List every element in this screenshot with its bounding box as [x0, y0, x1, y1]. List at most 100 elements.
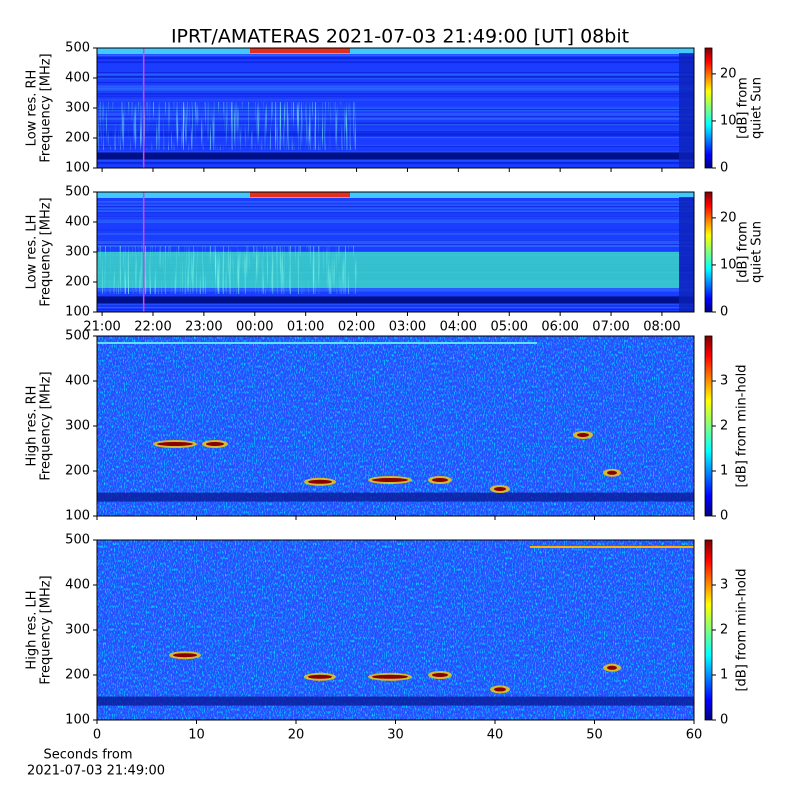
spectrum-hot [250, 48, 350, 53]
panel [97, 48, 694, 168]
burst-core [372, 478, 408, 482]
spectrum-streaks [97, 246, 357, 294]
spectrum-stripe [97, 122, 694, 125]
spectrum-stripe [97, 201, 694, 203]
burst-core [206, 442, 224, 446]
spectrum-stripe [97, 123, 694, 126]
spectrum-stripe [97, 144, 694, 146]
spectrum-top [97, 192, 694, 198]
spectrum-stripe [97, 95, 694, 97]
spectrum-stripe [97, 221, 694, 223]
colorbar-tick-label: 3 [720, 374, 728, 389]
x-tick-label: 0 [93, 728, 101, 743]
y-tick-label: 200 [65, 464, 90, 479]
spectrum-stripe [97, 302, 694, 305]
spectrum-top [97, 342, 537, 344]
burst-core [607, 665, 617, 670]
spectrum-top [530, 546, 694, 548]
spectrum-stripe [97, 206, 694, 208]
spectrum-dark [97, 492, 694, 502]
panel [97, 540, 694, 720]
spectrum-stripe [97, 207, 694, 209]
spectrum-stripe [97, 289, 694, 291]
spectrum-stripe [97, 240, 694, 243]
spectrum-stripe [97, 57, 694, 60]
y-axis-label: Frequency [MHz] [39, 575, 54, 684]
x-tick-label: 21:00 [83, 320, 120, 335]
spectrum-stripe [97, 109, 694, 111]
spectrum-stripe [97, 106, 694, 108]
x-tick-label: 22:00 [134, 320, 171, 335]
colorbar-tick-label: 10 [720, 113, 737, 128]
burst-core [432, 478, 448, 482]
figure-title: IPRT/AMATERAS 2021-07-03 21:49:00 [UT] 0… [171, 26, 629, 48]
x-tick-label: 03:00 [389, 320, 426, 335]
panel [97, 336, 694, 516]
x-tick-label: 40 [487, 728, 504, 743]
colorbar-tick-label: 1 [720, 464, 728, 479]
spectrum-stripe [97, 133, 694, 135]
colorbar-tick-label: 0 [720, 305, 728, 320]
y-axis-label: Frequency [MHz] [39, 197, 54, 306]
spectrum-stripe [97, 151, 694, 154]
spectrum-stripe [97, 233, 694, 235]
x-tick-label: 06:00 [541, 320, 578, 335]
spectrum-stripe [97, 222, 694, 223]
x-tick-label: 04:00 [440, 320, 477, 335]
burst-core [308, 479, 332, 484]
y-tick-label: 200 [65, 131, 90, 146]
spectrum-dark [97, 152, 694, 160]
spectrum-stripe [97, 305, 694, 308]
spectrum-stripe [97, 61, 694, 64]
spectrum-stripe [97, 288, 694, 290]
spectrum-stripe [97, 74, 694, 76]
y-tick-label: 500 [65, 533, 90, 548]
colorbar-tick-label: 2 [720, 623, 728, 638]
burst-core [607, 470, 617, 475]
spectrum-stripe [97, 229, 694, 231]
y-tick-label: 300 [65, 101, 90, 116]
colorbar-tick-label: 20 [720, 210, 737, 225]
y-axis-label: Frequency [MHz] [39, 53, 54, 162]
colorbar-label: [dB] from min-hold [735, 364, 750, 487]
colorbar-label: [dB] from min-hold [735, 568, 750, 691]
spectrum-stripe [97, 115, 694, 118]
spectrum-stripe [97, 244, 694, 246]
colorbar [704, 191, 713, 313]
colorbar-tick-label: 0 [720, 713, 728, 728]
colorbar-label: [dB] from [736, 77, 751, 139]
colorbar [704, 539, 713, 721]
colorbar-tick-label: 0 [720, 161, 728, 176]
burst-core [157, 442, 193, 446]
spectrum-stripe [97, 216, 694, 218]
x-tick-label: 20 [288, 728, 305, 743]
x-tick-label: 08:00 [643, 320, 680, 335]
burst-core [494, 487, 506, 491]
y-tick-label: 400 [65, 374, 90, 389]
spectrum-stripe [97, 87, 694, 89]
x-tick-label: 01:00 [287, 320, 324, 335]
y-axis-label: High res. RH [25, 386, 40, 467]
spectrum-streaks [97, 102, 357, 150]
y-tick-label: 200 [65, 275, 90, 290]
spectrum-dark [97, 296, 694, 304]
spectrum-stripe [97, 113, 694, 115]
y-tick-label: 400 [65, 71, 90, 86]
colorbar-tick-label: 3 [720, 578, 728, 593]
spectrum-stripe [97, 245, 694, 247]
spectrum-stripe [97, 85, 694, 88]
spectrum-stripe [97, 306, 694, 308]
y-tick-label: 500 [65, 329, 90, 344]
burst-core [577, 433, 589, 437]
x-tick-label: 23:00 [185, 320, 222, 335]
spectrum-stripe [97, 130, 694, 133]
y-axis-label: Low res. LH [25, 215, 40, 290]
spectrum-stripe [97, 212, 694, 214]
spectrum-stripe [97, 114, 694, 117]
y-tick-label: 400 [65, 578, 90, 593]
y-axis-label: Frequency [MHz] [39, 371, 54, 480]
spectrum-stripe [97, 135, 694, 137]
colorbar-tick-label: 2 [720, 419, 728, 434]
y-axis-label: Low res. RH [25, 70, 40, 147]
y-tick-label: 100 [65, 161, 90, 176]
